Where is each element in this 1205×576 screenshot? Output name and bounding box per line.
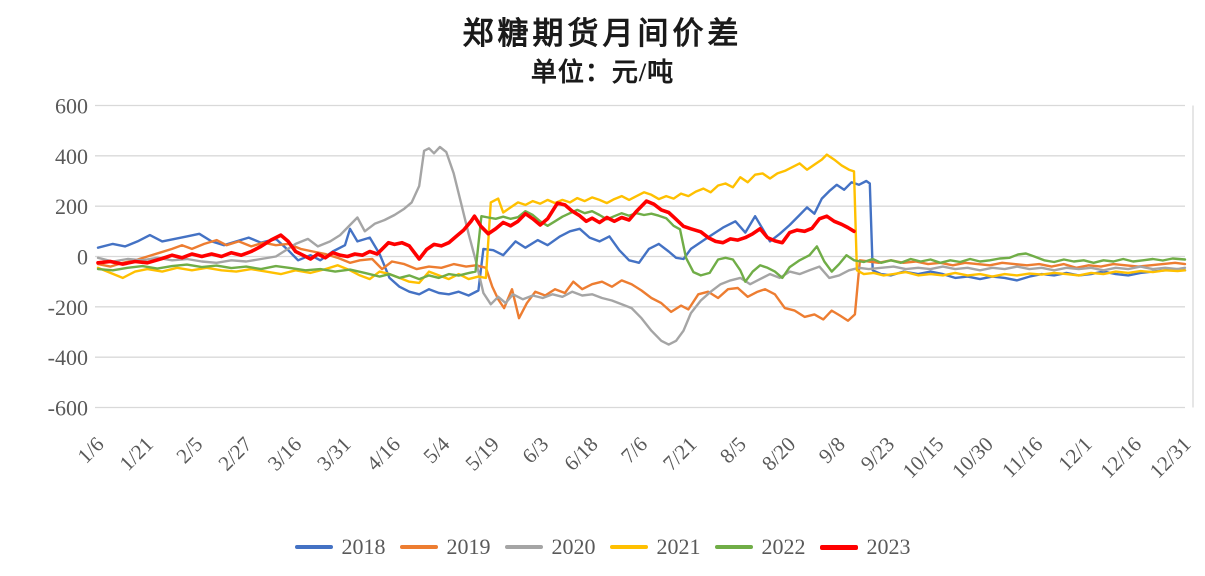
x-tick-label-7-6: 7/6 bbox=[616, 432, 652, 468]
legend-item-2022[interactable]: 2022 bbox=[714, 534, 806, 560]
x-tick-label-5-19: 5/19 bbox=[460, 432, 503, 475]
legend-label-2021: 2021 bbox=[656, 534, 701, 559]
x-tick-label-12-16: 12/16 bbox=[1095, 432, 1146, 483]
x-tick-label-1-21: 1/21 bbox=[115, 432, 158, 475]
x-tick-label-6-3: 6/3 bbox=[517, 432, 553, 468]
y-tick-label-200: 200 bbox=[55, 194, 88, 219]
x-tick-label-9-23: 9/23 bbox=[856, 432, 899, 475]
x-tick-label-3-16: 3/16 bbox=[263, 432, 306, 475]
series-line-2022[interactable] bbox=[96, 208, 1187, 283]
x-tick-label-8-5: 8/5 bbox=[715, 432, 751, 468]
x-tick-label-6-18: 6/18 bbox=[559, 432, 602, 475]
y-tick-label--200: -200 bbox=[48, 295, 88, 320]
legend-swatch-2020 bbox=[504, 545, 543, 549]
legend-swatch-2023 bbox=[819, 544, 858, 550]
x-tick-label-2-5: 2/5 bbox=[171, 432, 207, 468]
legend-swatch-2018 bbox=[294, 545, 333, 549]
x-tick-label-12-1: 12/1 bbox=[1053, 432, 1096, 475]
x-tick-label-10-30: 10/30 bbox=[947, 432, 998, 483]
chart-title: 郑糖期货月间价差 bbox=[462, 16, 743, 51]
x-tick-label-4-16: 4/16 bbox=[362, 432, 405, 475]
y-tick-label-0: 0 bbox=[77, 245, 88, 270]
y-tick-label-600: 600 bbox=[55, 94, 88, 119]
legend-label-2023: 2023 bbox=[866, 534, 911, 559]
x-tick-label-1-6: 1/6 bbox=[73, 432, 109, 468]
legend-item-2023[interactable]: 2023 bbox=[819, 534, 911, 560]
legend-label-2022: 2022 bbox=[761, 534, 806, 559]
series-line-2020[interactable] bbox=[96, 145, 1187, 346]
y-tick-label--600: -600 bbox=[48, 396, 88, 421]
y-tick-label--400: -400 bbox=[48, 345, 88, 370]
x-tick-label-3-31: 3/31 bbox=[312, 432, 355, 475]
legend-label-2018: 2018 bbox=[341, 534, 386, 559]
legend-swatch-2022 bbox=[714, 545, 753, 549]
legend-item-2019[interactable]: 2019 bbox=[399, 534, 491, 560]
legend-swatch-2019 bbox=[399, 545, 438, 549]
series-line-2018[interactable] bbox=[96, 179, 1187, 297]
legend-item-2018[interactable]: 2018 bbox=[294, 534, 386, 560]
y-tick-label-400: 400 bbox=[55, 144, 88, 169]
legend-item-2020[interactable]: 2020 bbox=[504, 534, 596, 560]
x-tick-label-11-16: 11/16 bbox=[997, 432, 1047, 482]
legend-label-2020: 2020 bbox=[551, 534, 596, 559]
chart-legend: 2018 2019 2020 2021 2022 2023 bbox=[0, 534, 1205, 560]
chart-subtitle: 单位：元/吨 bbox=[530, 58, 675, 87]
series-line-2021[interactable] bbox=[96, 153, 1187, 285]
x-tick-label-8-20: 8/20 bbox=[757, 432, 800, 475]
legend-swatch-2021 bbox=[609, 545, 648, 549]
x-tick-label-7-21: 7/21 bbox=[658, 432, 701, 475]
x-tick-label-9-8: 9/8 bbox=[814, 432, 850, 468]
x-tick-label-10-15: 10/15 bbox=[898, 432, 949, 483]
legend-label-2019: 2019 bbox=[446, 534, 491, 559]
x-tick-label-5-4: 5/4 bbox=[418, 432, 454, 468]
series-line-2023[interactable] bbox=[96, 199, 856, 266]
x-tick-label-2-27: 2/27 bbox=[213, 432, 256, 475]
x-tick-label-12-31: 12/31 bbox=[1145, 432, 1196, 483]
legend-item-2021[interactable]: 2021 bbox=[609, 534, 701, 560]
series-line-2019[interactable] bbox=[96, 238, 1187, 322]
